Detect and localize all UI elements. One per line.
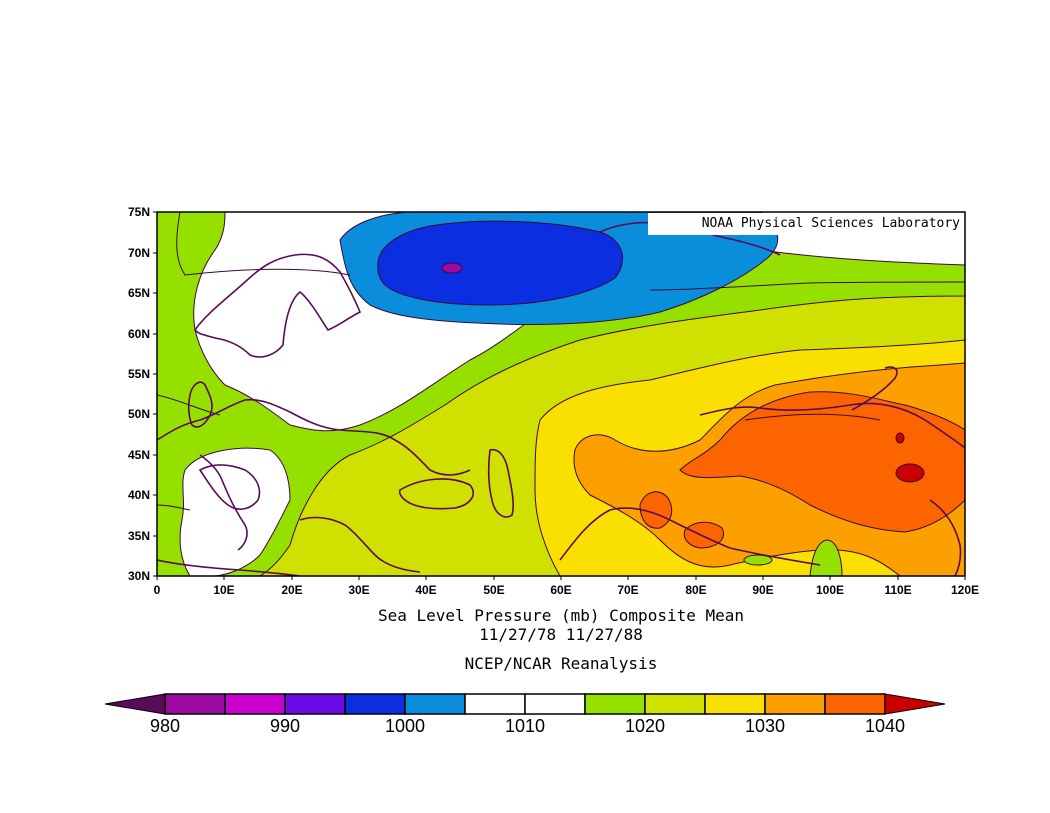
caption-dates: 11/27/78 11/27/88 bbox=[479, 625, 643, 644]
colorbar-swatch bbox=[644, 693, 706, 715]
colorbar-label: 1010 bbox=[505, 716, 545, 736]
isobar-line bbox=[176, 212, 965, 291]
field-995-1000 bbox=[377, 220, 623, 306]
lon-tick-label: 30E bbox=[348, 583, 369, 597]
lon-tick-label: 0 bbox=[154, 583, 161, 597]
lon-tick-label: 50E bbox=[483, 583, 504, 597]
colorbar-swatch bbox=[764, 693, 826, 715]
field-1035-1040 bbox=[679, 391, 965, 533]
field-1040-core-b bbox=[895, 432, 905, 444]
colorbar-label: 990 bbox=[270, 716, 300, 736]
lon-tick-label: 60E bbox=[550, 583, 571, 597]
lon-tick-label: 90E bbox=[752, 583, 773, 597]
lat-tick-label: 60N bbox=[128, 327, 150, 341]
colorbar-swatch bbox=[164, 693, 226, 715]
lon-tick-label: 110E bbox=[884, 583, 911, 597]
field-990-995-core bbox=[441, 262, 463, 274]
lat-tick-label: 35N bbox=[128, 529, 150, 543]
colorbar-swatch bbox=[584, 693, 646, 715]
colorbar-swatch bbox=[824, 693, 886, 715]
credit-text: NOAA Physical Sciences Laboratory bbox=[702, 216, 960, 231]
colorbar-label: 980 bbox=[150, 716, 180, 736]
lat-tick-label: 45N bbox=[128, 448, 150, 462]
lon-tick-label: 10E bbox=[213, 583, 234, 597]
colorbar-label: 1020 bbox=[625, 716, 665, 736]
colorbar-swatch bbox=[704, 693, 766, 715]
colorbar-swatch bbox=[524, 693, 586, 715]
colorbar-label: 1000 bbox=[385, 716, 425, 736]
colorbar-high-arrow bbox=[884, 693, 946, 715]
lon-tick-label: 40E bbox=[415, 583, 436, 597]
field-1015-1020-south bbox=[809, 539, 843, 576]
field-1040-core bbox=[895, 463, 925, 483]
lat-tick-label: 70N bbox=[128, 246, 150, 260]
lon-tick-label: 20E bbox=[281, 583, 302, 597]
lat-tick-label: 30N bbox=[128, 569, 150, 583]
field-1035-1040-b bbox=[639, 491, 673, 529]
lat-tick-label: 50N bbox=[128, 407, 150, 421]
colorbar-swatch bbox=[224, 693, 286, 715]
colorbar-swatch bbox=[404, 693, 466, 715]
colorbar-swatch bbox=[284, 693, 346, 715]
lon-tick-label: 100E bbox=[816, 583, 844, 597]
lon-tick-label: 120E bbox=[951, 583, 979, 597]
caption-source: NCEP/NCAR Reanalysis bbox=[465, 654, 658, 673]
caption-title: Sea Level Pressure (mb) Composite Mean bbox=[378, 606, 744, 625]
field-1015-1020-south-b bbox=[743, 554, 773, 566]
lon-tick-label: 70E bbox=[617, 583, 638, 597]
lat-tick-label: 40N bbox=[128, 488, 150, 502]
colorbar-swatch bbox=[464, 693, 526, 715]
colorbar-low-arrow bbox=[104, 693, 166, 715]
colorbar-label: 1030 bbox=[745, 716, 785, 736]
colorbar-swatch bbox=[344, 693, 406, 715]
colorbar: 980 990 1000 1010 1020 1030 1040 bbox=[104, 693, 946, 736]
lat-tick-label: 55N bbox=[128, 367, 150, 381]
colorbar-label: 1040 bbox=[865, 716, 905, 736]
lon-axis: 0 10E 20E 30E 40E 50E 60E 70E 80E 90E 10… bbox=[154, 576, 979, 597]
lat-tick-label: 65N bbox=[128, 286, 150, 300]
credit-box bbox=[648, 213, 964, 235]
coastlines bbox=[157, 221, 965, 576]
lat-axis: 30N 35N 40N 45N 50N 55N 60N 65N 70N 75N bbox=[128, 205, 157, 583]
lat-tick-label: 75N bbox=[128, 205, 150, 219]
lon-tick-label: 80E bbox=[685, 583, 706, 597]
pressure-map bbox=[157, 212, 965, 576]
